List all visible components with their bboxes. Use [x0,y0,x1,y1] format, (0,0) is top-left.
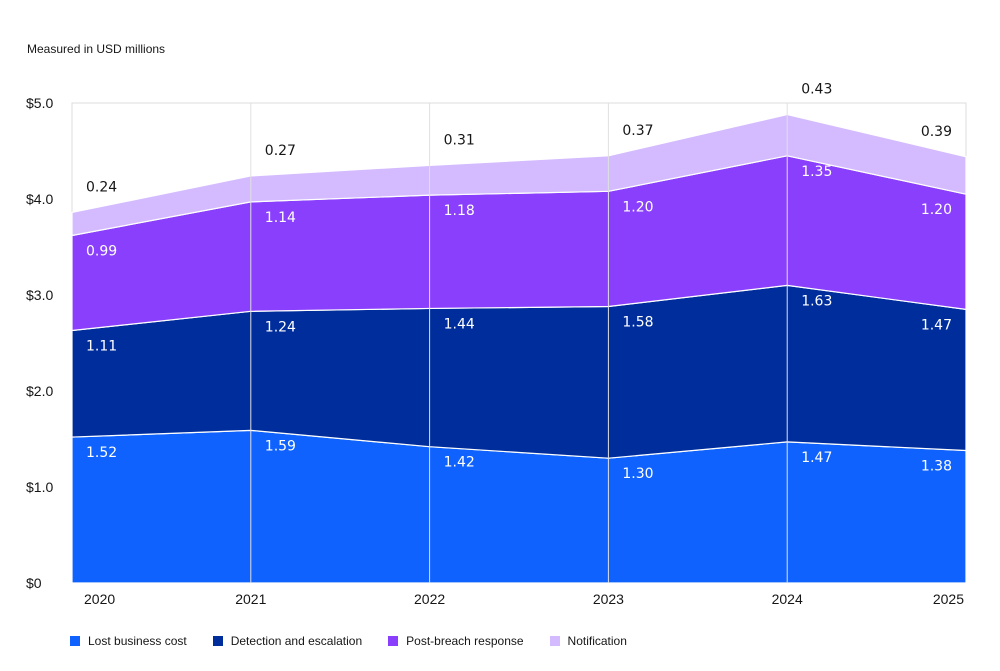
x-tick-label: 2021 [235,591,266,607]
legend-item: Post-breach response [388,634,524,648]
y-tick-label: $0 [26,575,42,591]
chart-subtitle: Measured in USD millions [27,42,166,56]
data-label: 0.27 [265,143,296,159]
legend-label: Notification [567,634,627,648]
legend-swatch [70,636,80,646]
data-label: 1.11 [86,339,117,355]
data-label: 1.52 [86,445,117,461]
data-label: 1.35 [801,164,832,180]
data-label: 1.18 [444,203,475,219]
data-label: 0.39 [921,124,952,140]
data-label: 0.24 [86,179,117,195]
data-label: 1.47 [921,317,952,333]
data-label: 1.44 [444,316,475,332]
data-label: 1.47 [801,450,832,466]
y-tick-label: $1.0 [26,479,53,495]
data-label: 0.99 [86,243,117,259]
legend-swatch [549,636,560,646]
data-label: 1.20 [921,202,952,218]
x-tick-label: 2022 [414,591,445,607]
legend-label: Detection and escalation [230,634,363,648]
y-tick-label: $3.0 [26,287,53,303]
data-label: 1.24 [265,319,296,335]
data-label: 1.58 [622,315,653,331]
legend-item: Lost business cost [70,634,187,648]
data-label: 1.63 [801,293,832,309]
data-label: 1.14 [265,210,296,226]
data-label: 1.59 [265,438,296,454]
data-label: 0.43 [801,82,832,98]
data-label: 1.20 [622,199,653,215]
legend-label: Lost business cost [88,634,187,648]
legend-swatch [388,636,399,646]
x-tick-label: 2025 [933,591,964,607]
legend-item: Detection and escalation [212,634,363,648]
y-tick-label: $4.0 [26,191,53,207]
data-label: 1.30 [622,466,653,482]
x-tick-label: 2020 [84,591,115,607]
legend-swatch [212,636,223,646]
data-label: 0.37 [622,123,653,139]
data-label: 0.31 [444,132,475,148]
legend: Lost business cost Detection and escalati… [70,634,653,648]
x-tick-label: 2023 [593,591,624,607]
x-tick-label: 2024 [772,591,803,607]
data-label: 1.42 [444,455,475,471]
data-label: 1.38 [921,459,952,475]
y-tick-label: $2.0 [26,383,53,399]
legend-item: Notification [549,634,627,648]
legend-label: Post-breach response [406,634,524,648]
y-tick-label: $5.0 [26,95,53,111]
